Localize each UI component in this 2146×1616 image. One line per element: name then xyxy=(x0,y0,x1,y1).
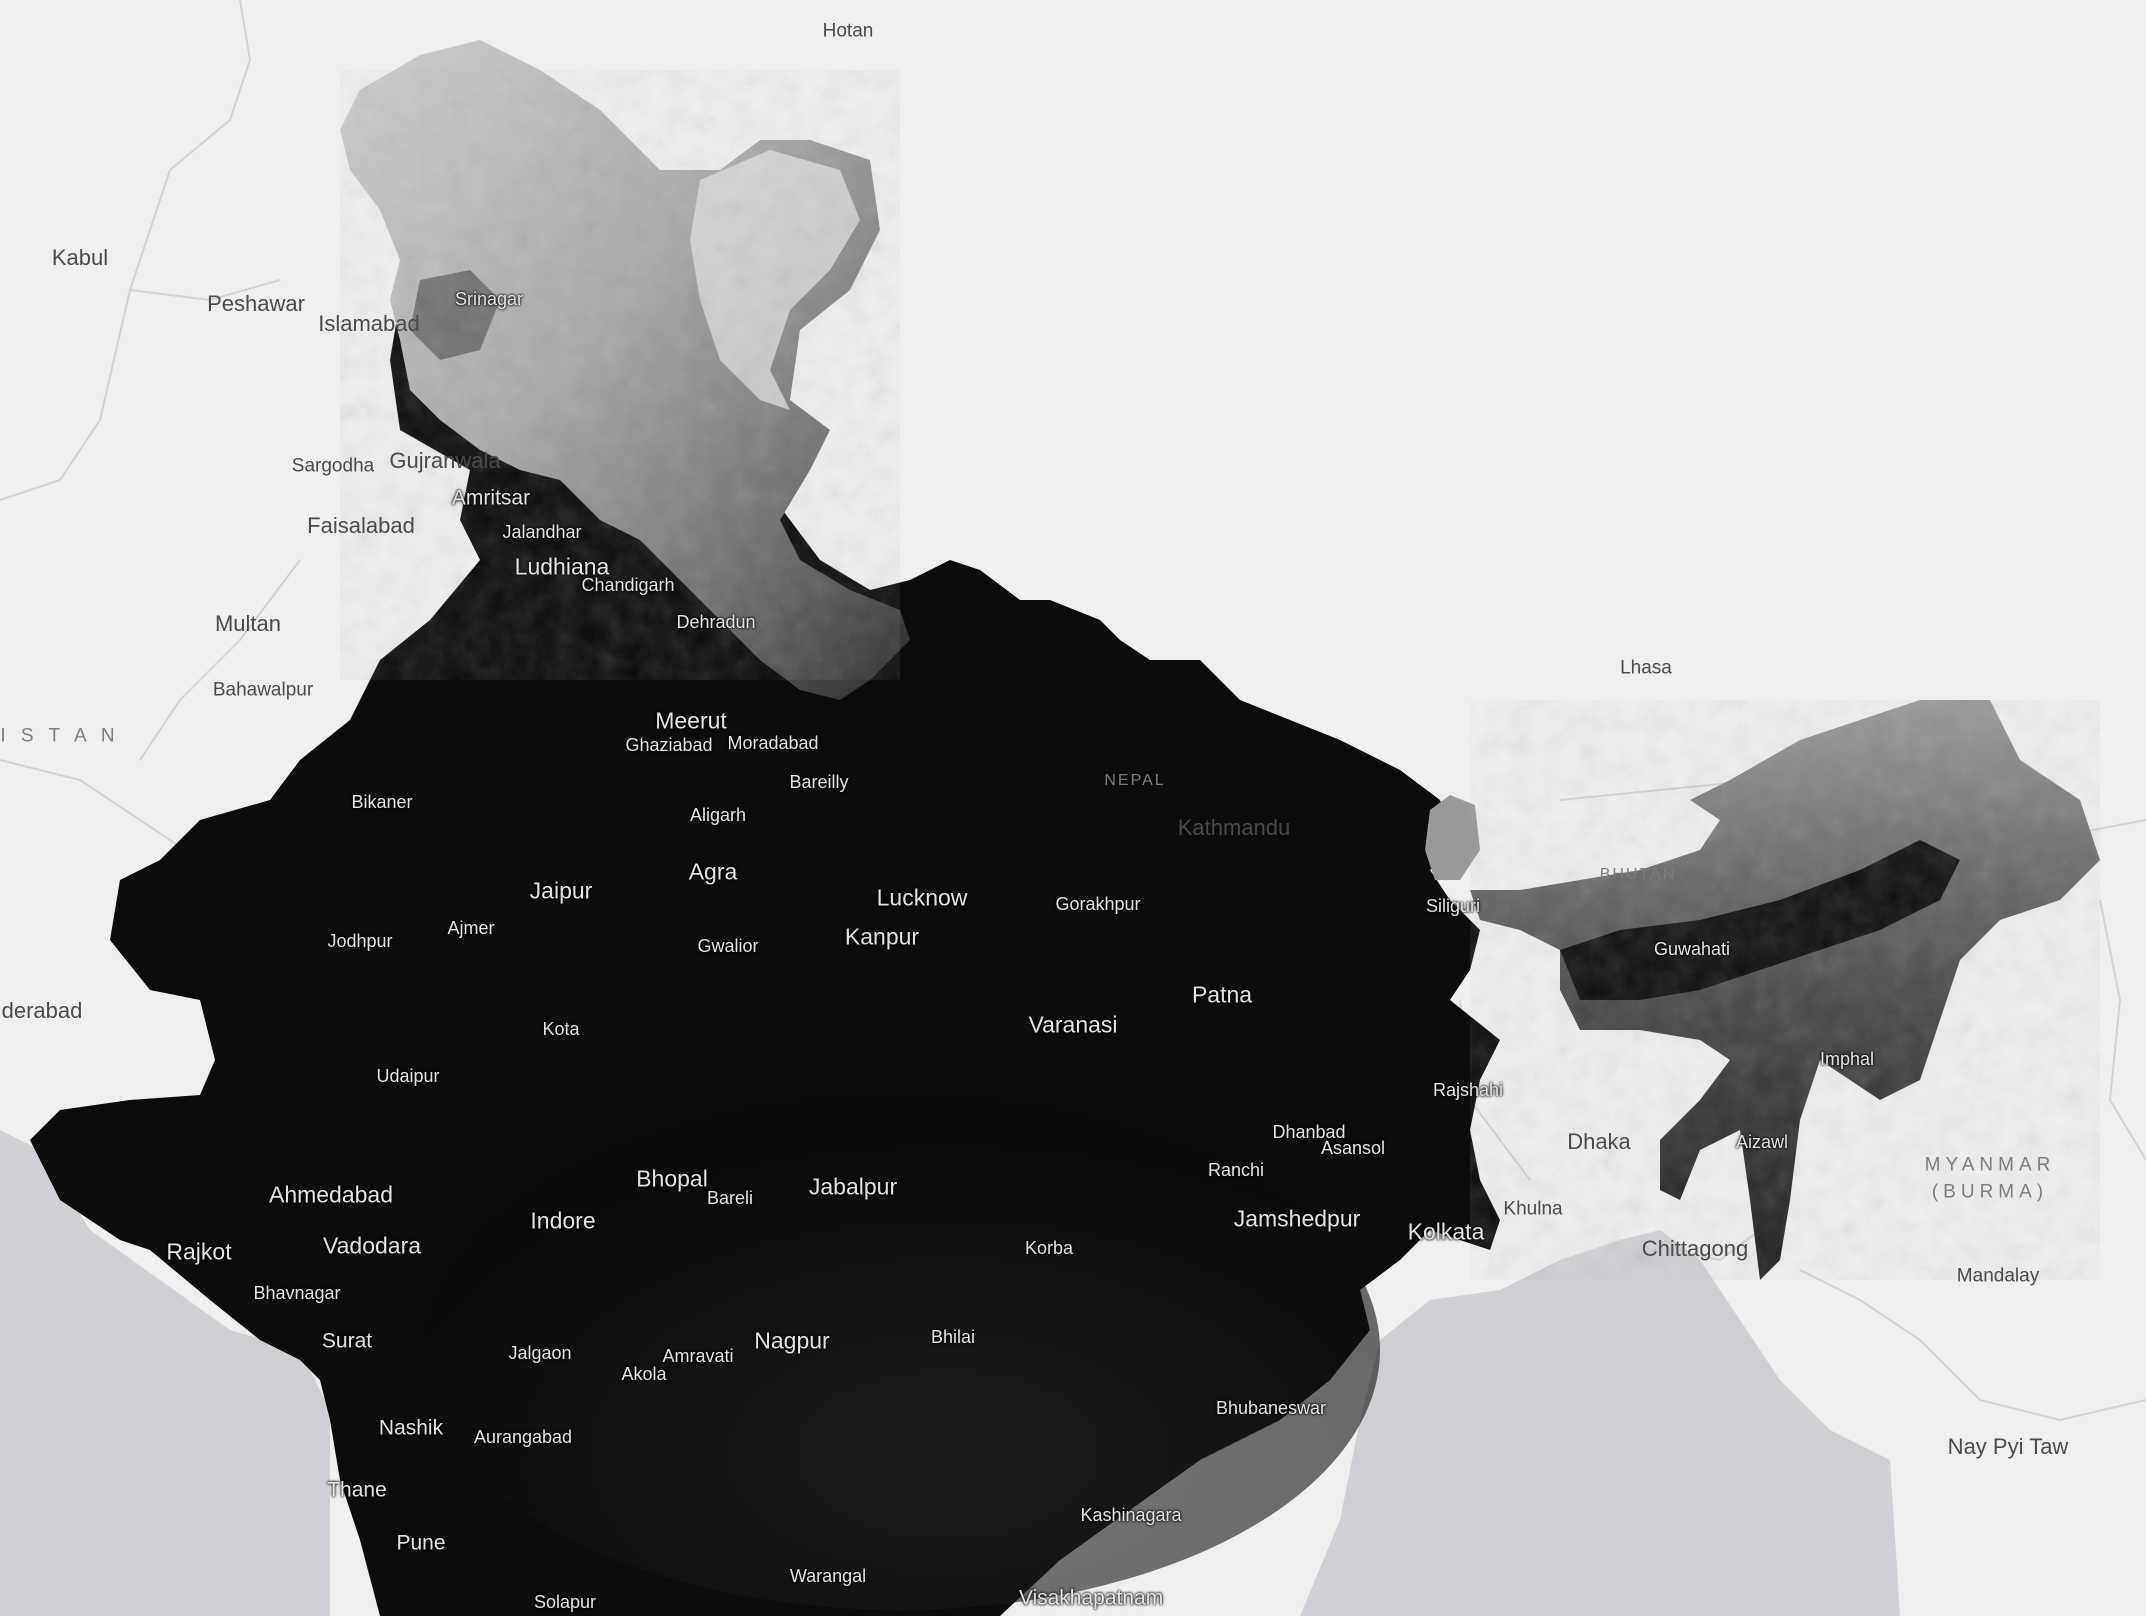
boundary-lines xyxy=(0,0,2146,1422)
city-label-multan: Multan xyxy=(214,611,282,636)
city-label-dhaka: Dhaka xyxy=(1567,1129,1631,1154)
city-label-mandalay: Mandalay xyxy=(1956,1265,2040,1287)
city-label-udaipur: Udaipur xyxy=(376,1066,440,1086)
city-label-dhanbad: Dhanbad xyxy=(1272,1122,1346,1142)
city-label-siliguri: Siliguri xyxy=(1425,896,1481,916)
city-label-agra: Agra xyxy=(688,858,738,885)
city-label-nagpur: Nagpur xyxy=(754,1327,830,1354)
city-label-jaipur: Jaipur xyxy=(529,877,593,904)
city-label-varanasi: Varanasi xyxy=(1028,1011,1118,1038)
city-label-warangal: Warangal xyxy=(789,1566,867,1586)
city-label-lhasa: Lhasa xyxy=(1620,657,1672,679)
city-label-hotan: Hotan xyxy=(822,20,874,42)
country-label-pakistan: I S T A N xyxy=(0,725,120,747)
city-label-bhavnagar: Bhavnagar xyxy=(253,1283,341,1303)
city-label-nay-pyi-taw: Nay Pyi Taw xyxy=(1947,1434,2069,1459)
city-label-visakhapatnam: Visakhapatnam xyxy=(1018,1586,1164,1610)
city-label-surat: Surat xyxy=(321,1329,373,1353)
city-label-asansol: Asansol xyxy=(1320,1138,1386,1158)
city-label-kathmandu: Kathmandu xyxy=(1177,815,1291,840)
city-label-jamshedpur: Jamshedpur xyxy=(1233,1205,1361,1232)
city-label-aizawl: Aizawl xyxy=(1735,1132,1789,1152)
deccan-plateau-tone xyxy=(420,1090,1380,1610)
city-label-pune: Pune xyxy=(396,1531,446,1555)
country-label-myanmar-alt: (BURMA) xyxy=(1931,1181,2049,1203)
city-label-rajshahi: Rajshahi xyxy=(1432,1080,1504,1100)
city-label-kanpur: Kanpur xyxy=(844,923,920,950)
city-label-jalandhar: Jalandhar xyxy=(502,522,582,542)
city-label-patna: Patna xyxy=(1191,981,1253,1008)
city-label-ludhiana: Ludhiana xyxy=(514,553,610,580)
city-label-nashik: Nashik xyxy=(378,1416,444,1440)
city-label-gwalior: Gwalior xyxy=(697,936,759,956)
country-label-nepal: NEPAL xyxy=(1104,772,1166,789)
city-label-lucknow: Lucknow xyxy=(876,884,968,911)
city-label-bikaner: Bikaner xyxy=(351,792,413,812)
city-label-bahawalpur: Bahawalpur xyxy=(212,679,314,701)
city-label-dehradun: Dehradun xyxy=(676,612,756,632)
city-label-chandigarh: Chandigarh xyxy=(581,575,675,595)
city-label-hyderabad: derabad xyxy=(1,998,83,1023)
city-label-amritsar: Amritsar xyxy=(451,486,531,510)
city-label-kolkata: Kolkata xyxy=(1407,1218,1485,1245)
city-label-srinagar: Srinagar xyxy=(454,289,524,309)
city-label-bhilai: Bhilai xyxy=(930,1327,976,1347)
city-label-ghaziabad: Ghaziabad xyxy=(625,735,713,755)
city-label-thane: Thane xyxy=(327,1478,387,1502)
terrain-texture xyxy=(340,70,2100,1280)
city-label-aurangabad: Aurangabad xyxy=(473,1427,573,1447)
water-bodies xyxy=(0,1130,1900,1616)
city-label-aligarh: Aligarh xyxy=(689,805,747,825)
city-label-solapur: Solapur xyxy=(533,1592,597,1612)
city-label-guwahati: Guwahati xyxy=(1653,939,1731,959)
city-label-bareli: Bareli xyxy=(706,1188,754,1208)
city-label-peshawar: Peshawar xyxy=(207,291,305,316)
city-label-kota: Kota xyxy=(542,1019,580,1039)
city-label-ahmedabad: Ahmedabad xyxy=(268,1181,394,1208)
city-label-bareilly: Bareilly xyxy=(789,772,849,792)
city-label-meerut: Meerut xyxy=(655,707,727,734)
city-label-kashinagara: Kashinagara xyxy=(1080,1505,1182,1525)
country-label-myanmar: MYANMAR xyxy=(1924,1154,2056,1176)
city-label-amravati: Amravati xyxy=(662,1346,734,1366)
city-label-kabul: Kabul xyxy=(51,245,109,270)
city-label-bhopal: Bhopal xyxy=(636,1165,708,1192)
country-label-bhutan: BHUTAN xyxy=(1599,866,1677,883)
city-label-chittagong: Chittagong xyxy=(1641,1236,1749,1261)
city-label-bhubaneswar: Bhubaneswar xyxy=(1215,1398,1327,1418)
city-label-gujranwala: Gujranwala xyxy=(389,448,501,473)
city-label-vadodara: Vadodara xyxy=(322,1232,422,1259)
sikkim-highland xyxy=(1425,795,1480,880)
city-label-moradabad: Moradabad xyxy=(727,733,819,753)
city-label-imphal: Imphal xyxy=(1819,1049,1875,1069)
city-label-sargodha: Sargodha xyxy=(291,455,375,477)
city-label-ajmer: Ajmer xyxy=(447,918,495,938)
city-label-jabalpur: Jabalpur xyxy=(808,1173,898,1200)
city-label-faisalabad: Faisalabad xyxy=(307,513,415,538)
city-label-rajkot: Rajkot xyxy=(166,1238,232,1265)
city-label-korba: Korba xyxy=(1024,1238,1074,1258)
city-label-indore: Indore xyxy=(530,1207,596,1234)
city-label-ranchi: Ranchi xyxy=(1207,1160,1265,1180)
city-label-akola: Akola xyxy=(621,1364,667,1384)
city-label-khulna: Khulna xyxy=(1503,1198,1563,1220)
city-label-gorakhpur: Gorakhpur xyxy=(1055,894,1141,914)
city-label-jalgaon: Jalgaon xyxy=(508,1343,572,1363)
city-label-jodhpur: Jodhpur xyxy=(327,931,393,951)
city-label-islamabad: Islamabad xyxy=(318,311,420,336)
